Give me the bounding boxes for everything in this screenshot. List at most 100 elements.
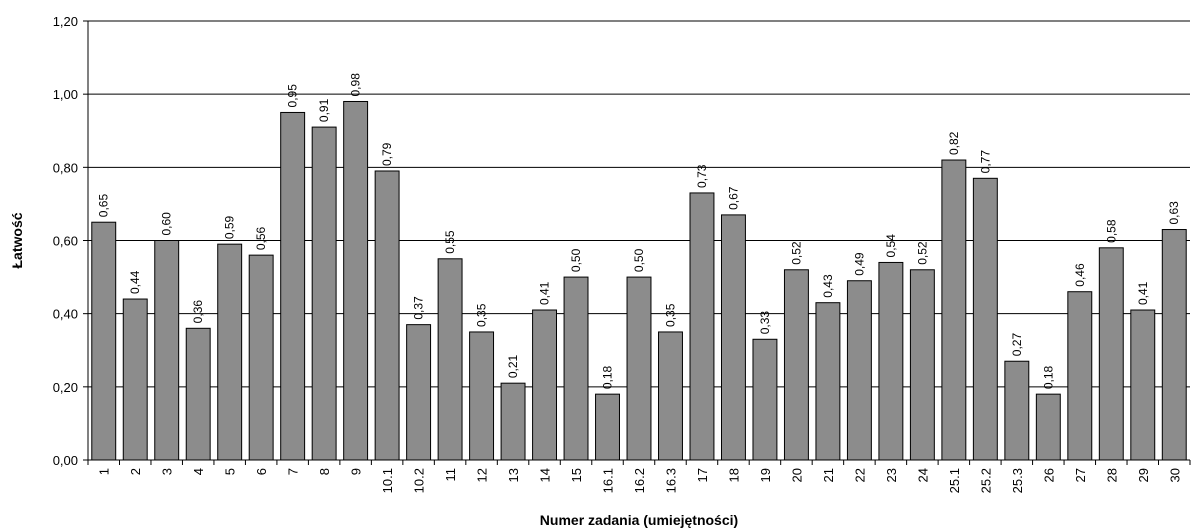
bar-13 xyxy=(500,382,526,461)
bar-30 xyxy=(1161,229,1187,461)
bar-10.2 xyxy=(406,324,432,461)
bar-14 xyxy=(532,309,558,461)
x-tick-label: 25.1 xyxy=(947,468,962,493)
bar-24 xyxy=(909,269,935,461)
x-tick-label: 17 xyxy=(695,468,710,482)
y-tick-label: 1,00 xyxy=(53,87,78,102)
value-label: 0,50 xyxy=(569,248,583,272)
value-label: 0,52 xyxy=(789,241,803,265)
value-label: 0,49 xyxy=(852,252,866,276)
x-tick-label: 5 xyxy=(223,468,238,475)
bar-22 xyxy=(846,280,872,461)
bar-17 xyxy=(689,192,715,461)
bar-15 xyxy=(563,276,589,461)
axes xyxy=(83,20,1191,465)
x-tick-label: 20 xyxy=(789,468,804,482)
value-label: 0,79 xyxy=(380,142,394,166)
value-label: 0,63 xyxy=(1167,201,1181,225)
value-label: 0,18 xyxy=(601,365,615,389)
bar-20 xyxy=(783,269,809,461)
bar-11 xyxy=(437,258,463,461)
x-tick-label: 13 xyxy=(506,468,521,482)
value-label: 0,55 xyxy=(443,230,457,254)
x-tick-label: 27 xyxy=(1073,468,1088,482)
x-tick-label: 30 xyxy=(1167,468,1182,482)
value-label: 0,37 xyxy=(412,296,426,320)
x-tick-label: 16.1 xyxy=(601,468,616,493)
x-tick-label: 21 xyxy=(821,468,836,482)
bar-16.2 xyxy=(626,276,652,461)
value-label: 0,18 xyxy=(1041,365,1055,389)
x-tick-label: 10.2 xyxy=(412,468,427,493)
value-label: 0,65 xyxy=(97,194,111,218)
bar-23 xyxy=(878,261,904,461)
x-tick-label: 22 xyxy=(852,468,867,482)
value-label: 0,21 xyxy=(506,354,520,378)
value-label: 0,56 xyxy=(254,226,268,250)
value-label: 0,35 xyxy=(475,303,489,327)
value-label: 0,82 xyxy=(947,131,961,155)
x-tick-label: 16.2 xyxy=(632,468,647,493)
x-tick-label: 26 xyxy=(1041,468,1056,482)
bar-16.1 xyxy=(595,393,620,461)
x-tick-label: 3 xyxy=(160,468,175,475)
x-tick-label: 19 xyxy=(758,468,773,482)
x-tick-label: 18 xyxy=(726,468,741,482)
bar-10.1 xyxy=(374,170,400,461)
value-label: 0,27 xyxy=(1010,333,1024,357)
x-tick-label: 9 xyxy=(349,468,364,475)
bar-21 xyxy=(815,302,841,461)
bar-12 xyxy=(469,331,495,461)
y-tick-label: 0,20 xyxy=(53,380,78,395)
bar-5 xyxy=(217,243,243,461)
bar-1 xyxy=(91,221,117,461)
x-tick-label: 1 xyxy=(97,468,112,475)
x-tick-label: 24 xyxy=(915,468,930,482)
x-tick-label: 10.1 xyxy=(380,468,395,493)
value-label: 0,41 xyxy=(538,281,552,305)
x-tick-label: 4 xyxy=(191,468,206,475)
y-tick-label: 0,60 xyxy=(53,234,78,249)
value-label: 0,41 xyxy=(1136,281,1150,305)
value-label: 0,95 xyxy=(286,84,300,108)
x-tick-label: 25.3 xyxy=(1010,468,1025,493)
x-tick-label: 14 xyxy=(538,468,553,482)
value-label: 0,77 xyxy=(978,150,992,174)
x-tick-label: 29 xyxy=(1136,468,1151,482)
bar-18 xyxy=(720,214,746,461)
y-tick-label: 0,40 xyxy=(53,307,78,322)
labels: 0,00 0,20 0,40 0,60 0,80 1,00 1,20 0,65 1 0,44 2 0,… xyxy=(53,14,1183,493)
bar-25.3 xyxy=(1004,360,1030,461)
bar-16.3 xyxy=(658,331,683,461)
value-label: 0,52 xyxy=(915,241,929,265)
x-tick-label: 7 xyxy=(286,468,301,475)
y-tick-label: 0,80 xyxy=(53,160,78,175)
bar-6 xyxy=(248,254,274,461)
value-label: 0,50 xyxy=(632,248,646,272)
x-tick-label: 8 xyxy=(317,468,332,475)
value-label: 0,91 xyxy=(317,98,331,122)
value-label: 0,46 xyxy=(1073,263,1087,287)
x-tick-label: 28 xyxy=(1104,468,1119,482)
bar-27 xyxy=(1067,291,1093,461)
value-label: 0,33 xyxy=(758,311,772,335)
x-axis-title: Numer zadania (umiejętności) xyxy=(540,512,738,528)
x-tick-label: 12 xyxy=(475,468,490,482)
value-label: 0,58 xyxy=(1104,219,1118,243)
value-label: 0,43 xyxy=(821,274,835,298)
x-tick-label: 25.2 xyxy=(978,468,993,493)
value-label: 0,98 xyxy=(349,73,363,97)
value-label: 0,60 xyxy=(160,212,174,236)
x-tick-label: 2 xyxy=(128,468,143,475)
value-label: 0,73 xyxy=(695,164,709,188)
bars xyxy=(91,100,1187,461)
bar-9 xyxy=(343,100,369,461)
y-tick-label: 0,00 xyxy=(53,453,78,468)
x-tick-label: 15 xyxy=(569,468,584,482)
y-axis-title: Łatwość xyxy=(9,212,25,268)
bar-28 xyxy=(1098,247,1124,461)
bar-7 xyxy=(280,111,306,461)
bar-3 xyxy=(154,240,180,461)
